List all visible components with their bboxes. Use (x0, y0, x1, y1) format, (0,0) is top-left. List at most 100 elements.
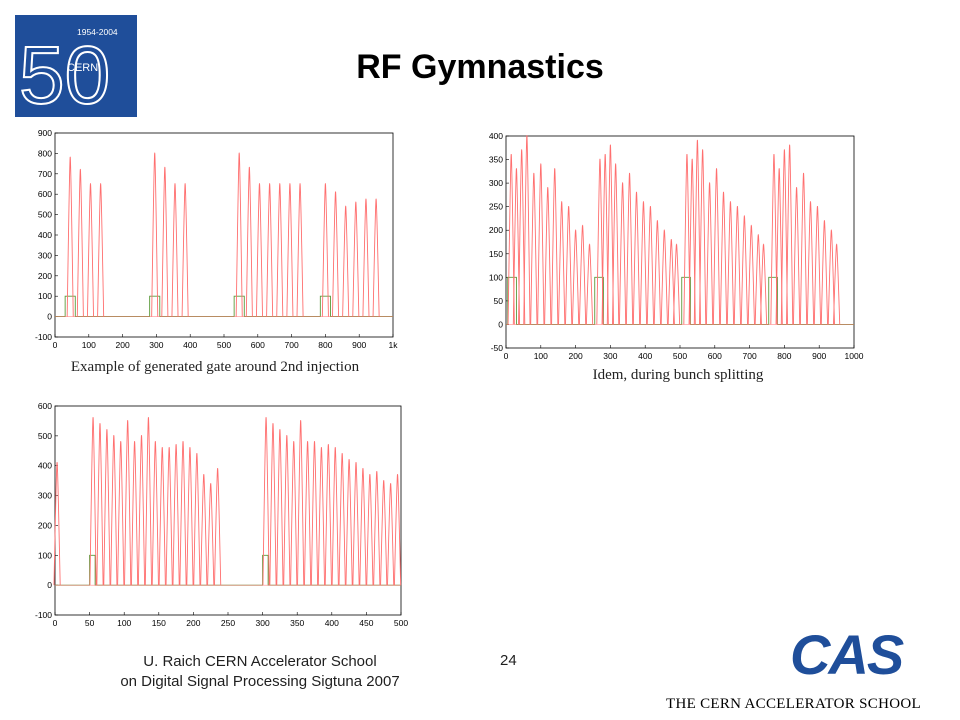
signal-pulse (207, 483, 215, 586)
plot-frame (54, 132, 394, 338)
signal-pulse (672, 243, 681, 325)
y-tick-label: 700 (38, 169, 52, 179)
page-number: 24 (500, 652, 517, 669)
signal-pulse (693, 139, 701, 325)
signal-pulse (103, 429, 111, 586)
y-tick-label: 400 (38, 461, 52, 471)
signal-pulse (705, 182, 714, 325)
signal-pulse (151, 152, 159, 317)
signal-pulse (780, 149, 788, 325)
signal-pulse (712, 168, 721, 325)
signal-pulse (332, 191, 340, 317)
signal-pulse (754, 234, 762, 325)
signal-pulse (193, 453, 201, 586)
x-tick-label: 0 (504, 351, 509, 361)
x-tick-label: 0 (53, 340, 58, 350)
signal-pulse (507, 154, 515, 325)
signal-pulse (290, 441, 298, 586)
signal-pulse (380, 480, 388, 586)
signal-pulse (596, 158, 604, 325)
y-tick-label: 0 (47, 312, 52, 322)
signal-pulse (200, 474, 208, 586)
signal-pulse (612, 163, 620, 325)
signal-pulse (393, 474, 402, 586)
y-tick-label: 200 (38, 271, 52, 281)
chart-caption: Idem, during bunch splitting (593, 367, 764, 383)
signal-pulse (719, 191, 728, 325)
signal-pulse (585, 243, 594, 325)
y-tick-label: -100 (35, 610, 52, 620)
cas-logo: CAS (790, 626, 906, 680)
signal-pulse (601, 154, 609, 325)
y-tick-label: 150 (489, 249, 503, 259)
x-tick-label: 500 (394, 618, 408, 628)
y-tick-label: 100 (38, 550, 52, 560)
x-tick-label: 900 (352, 340, 366, 350)
y-tick-label: 0 (498, 319, 503, 329)
signal-pulse (639, 201, 648, 325)
signal-pulse (606, 144, 614, 325)
y-tick-label: 50 (494, 296, 504, 306)
y-tick-label: 800 (38, 148, 52, 158)
signal-pulse (110, 435, 118, 586)
signal-pulse (137, 435, 146, 586)
signal-pulse (646, 206, 655, 325)
signal-pulse (297, 420, 305, 586)
signal-pulse (214, 468, 222, 586)
signal-series (506, 135, 854, 325)
signal-pulse (820, 220, 829, 325)
x-tick-label: 150 (152, 618, 166, 628)
signal-pulse (667, 239, 675, 325)
signal-pulse (317, 447, 325, 586)
signal-pulse (544, 187, 552, 325)
signal-pulse (161, 167, 169, 317)
signal-pulse (97, 183, 105, 317)
signal-pulse (733, 206, 742, 325)
y-tick-label: 250 (489, 202, 503, 212)
signal-pulse (131, 441, 139, 586)
signal-pulse (89, 417, 97, 586)
x-tick-label: 1k (389, 340, 399, 350)
y-tick-label: 400 (38, 230, 52, 240)
x-tick-label: 800 (777, 351, 791, 361)
x-tick-label: 600 (708, 351, 722, 361)
signal-pulse (324, 444, 332, 586)
slide-title: RF Gymnastics (356, 48, 604, 86)
plot-frame (505, 135, 855, 349)
x-tick-label: 200 (569, 351, 583, 361)
x-tick-label: 500 (217, 340, 231, 350)
x-tick-label: 700 (285, 340, 299, 350)
signal-pulse (806, 201, 815, 325)
footer-author-line: U. Raich CERN Accelerator School (143, 653, 377, 670)
signal-pulse (172, 444, 180, 586)
signal-pulse (345, 459, 353, 586)
x-tick-label: 300 (149, 340, 163, 350)
signal-pulse (618, 182, 627, 325)
signal-series (53, 417, 402, 586)
signal-pulse (53, 462, 61, 586)
signal-pulse (747, 225, 755, 325)
signal-pulse (632, 191, 641, 325)
signal-pulse (66, 156, 74, 317)
signal-pulse (362, 198, 370, 317)
y-tick-label: 600 (38, 189, 52, 199)
logo-background (15, 15, 137, 117)
y-tick-label: 350 (489, 155, 503, 165)
signal-pulse (338, 453, 346, 586)
signal-pulse (352, 462, 360, 586)
signal-series (55, 152, 393, 317)
signal-pulse (296, 183, 304, 317)
y-tick-label: 500 (38, 431, 52, 441)
signal-pulse (269, 423, 277, 586)
signal-pulse (565, 206, 573, 325)
signal-pulse (373, 471, 381, 586)
signal-pulse (283, 435, 291, 586)
signal-pulse (359, 468, 367, 586)
y-tick-label: 300 (38, 250, 52, 260)
signal-pulse (235, 152, 243, 317)
signal-pulse (245, 167, 253, 317)
signal-pulse (813, 206, 822, 325)
